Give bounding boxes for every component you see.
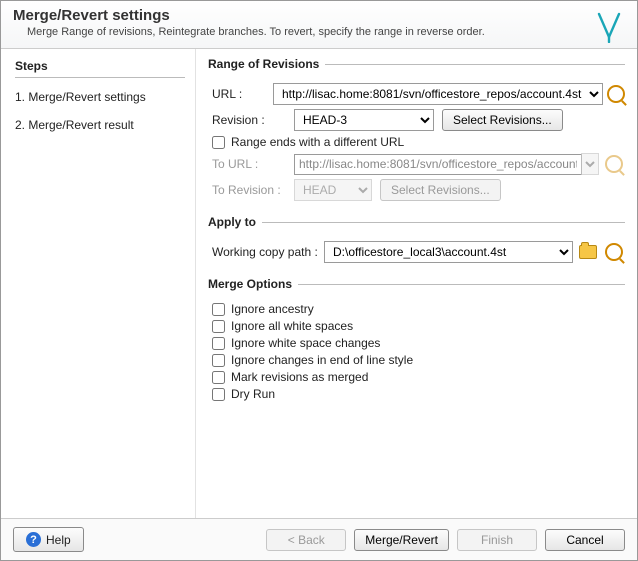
browse-repo-button-disabled [603,154,625,175]
dialog-body: Steps 1. Merge/Revert settings 2. Merge/… [1,49,637,518]
dialog-footer: ? Help < Back Merge/Revert Finish Cancel [1,518,637,560]
main-panel: Range of Revisions URL : http://lisac.ho… [196,49,637,518]
checkbox-label: Ignore white space changes [231,336,380,350]
to-revision-label: To Revision : [212,183,294,197]
to-url-input [294,154,582,175]
working-copy-select[interactable]: D:\officestore_local3\account.4st [324,241,573,263]
checkbox-label: Dry Run [231,387,275,401]
product-logo-icon [595,11,623,46]
search-icon [607,85,625,103]
divider [298,284,625,285]
checkbox-label: Ignore all white spaces [231,319,353,333]
url-label: URL : [212,87,273,101]
browse-path-button[interactable] [603,242,625,263]
url-select[interactable]: http://lisac.home:8081/svn/officestore_r… [273,83,603,105]
divider [325,64,625,65]
select-revisions-button[interactable]: Select Revisions... [442,109,563,131]
group-legend: Merge Options [208,277,292,291]
back-button: < Back [266,529,346,551]
help-button[interactable]: ? Help [13,527,84,552]
steps-sidebar: Steps 1. Merge/Revert settings 2. Merge/… [1,49,196,518]
ignore-eol-checkbox[interactable] [212,354,225,367]
step-item[interactable]: 1. Merge/Revert settings [15,90,185,104]
checkbox-label: Ignore ancestry [231,302,314,316]
mark-revisions-merged-checkbox[interactable] [212,371,225,384]
help-label: Help [46,533,71,547]
to-url-dropdown [581,153,599,175]
apply-to-group: Apply to Working copy path : D:\officest… [208,215,625,263]
ignore-all-whitespace-checkbox[interactable] [212,320,225,333]
group-legend: Range of Revisions [208,57,319,71]
merge-revert-dialog: Merge/Revert settings Merge Range of rev… [0,0,638,561]
revision-select[interactable]: HEAD-3 [294,109,434,131]
select-revisions-button-disabled: Select Revisions... [380,179,501,201]
range-ends-label: Range ends with a different URL [231,135,404,149]
working-copy-label: Working copy path : [212,245,324,259]
dialog-header: Merge/Revert settings Merge Range of rev… [1,1,637,49]
help-icon: ? [26,532,41,547]
ignore-ancestry-checkbox[interactable] [212,303,225,316]
merge-revert-button[interactable]: Merge/Revert [354,529,449,551]
folder-icon [579,245,597,259]
checkbox-label: Mark revisions as merged [231,370,368,384]
steps-heading: Steps [15,59,185,73]
cancel-button[interactable]: Cancel [545,529,625,551]
browse-folder-button[interactable] [577,242,599,263]
range-of-revisions-group: Range of Revisions URL : http://lisac.ho… [208,57,625,201]
search-icon [605,155,623,173]
range-ends-checkbox[interactable] [212,136,225,149]
divider [262,222,625,223]
divider [15,77,185,78]
browse-repo-button[interactable] [607,84,625,105]
finish-button: Finish [457,529,537,551]
dialog-subtitle: Merge Range of revisions, Reintegrate br… [27,26,625,38]
merge-options-group: Merge Options Ignore ancestry Ignore all… [208,277,625,401]
checkbox-label: Ignore changes in end of line style [231,353,413,367]
to-url-label: To URL : [212,157,294,171]
revision-label: Revision : [212,113,294,127]
search-icon [605,243,623,261]
dialog-title: Merge/Revert settings [13,7,625,24]
dry-run-checkbox[interactable] [212,388,225,401]
ignore-whitespace-changes-checkbox[interactable] [212,337,225,350]
step-item[interactable]: 2. Merge/Revert result [15,118,185,132]
group-legend: Apply to [208,215,256,229]
to-revision-select: HEAD [294,179,372,201]
